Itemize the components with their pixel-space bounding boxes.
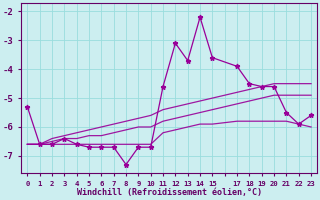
X-axis label: Windchill (Refroidissement éolien,°C): Windchill (Refroidissement éolien,°C) [77, 188, 262, 197]
